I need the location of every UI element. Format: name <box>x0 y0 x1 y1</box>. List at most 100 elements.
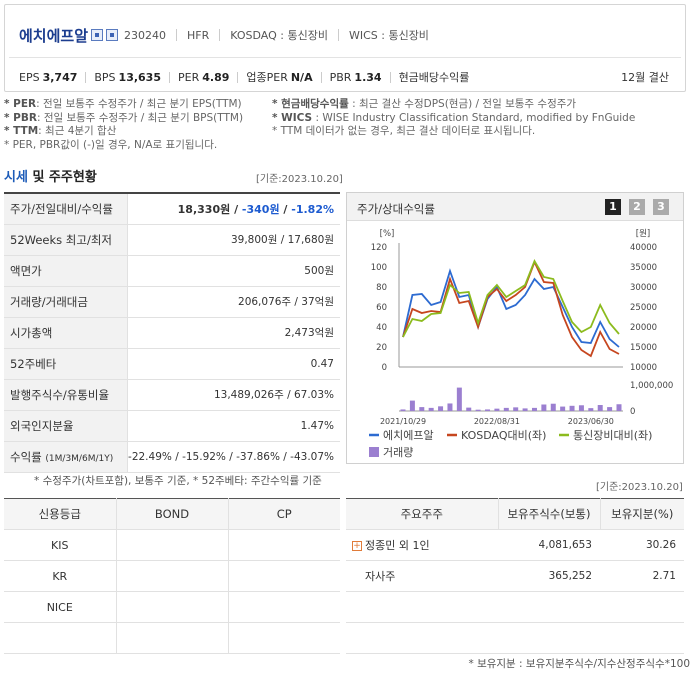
volume-bar <box>541 404 547 411</box>
table-row: KR <box>4 560 340 592</box>
volume-bar <box>503 407 509 411</box>
returns-cell: -22.49% / -15.92% / -37.86% / -43.07% <box>128 450 334 463</box>
series-line-1 <box>402 259 620 358</box>
table-row: 자사주 365,252 2.71 <box>346 561 684 592</box>
table-row: KIS <box>4 529 340 561</box>
table-row <box>346 592 684 623</box>
volume-bar <box>456 387 462 411</box>
left-tick-label: 100 <box>371 263 387 273</box>
chart-page-1-button[interactable]: 1 <box>605 199 621 215</box>
table-header-row: 주요주주 보유주식수(보통) 보유지분(%) <box>346 498 684 530</box>
legend-label: 에치에프알 <box>383 428 434 442</box>
x-tick-label: 2023/06/30 <box>568 417 614 426</box>
table-row: 거래량/거래대금 206,076주 / 37억원 <box>4 286 340 317</box>
price-chart-panel: 주가/상대수익률 1 2 3 [%] [원] 120 100 80 60 40 20 0 4000… <box>346 192 684 464</box>
series-line-0 <box>402 268 620 348</box>
metrics-row: EPS 3,747 BPS 13,635 PER 4.89 업종PER N/A PBR 1… <box>19 69 472 85</box>
metric-bps: BPS 13,635 <box>94 70 161 84</box>
right-tick-label: 25000 <box>630 303 657 313</box>
volume-bar <box>588 408 594 411</box>
row-value: 500원 <box>304 265 334 277</box>
row-label: 외국인지분율 <box>4 410 129 441</box>
volume-bar <box>578 405 584 411</box>
left-tick-label: 20 <box>376 343 387 353</box>
price-chart: [%] [원] 120 100 80 60 40 20 0 40000 35000 30000 2500… <box>369 229 673 459</box>
chart-page-2-button[interactable]: 2 <box>629 199 645 215</box>
row-value: 13,489,026주 / 67.03% <box>213 389 334 401</box>
market-summary-table: 주가/전일대비/수익률 18,330원 / -340원 / -1.82% 52We… <box>4 192 340 473</box>
table-row: 발행주식수/유통비율 13,489,026주 / 67.03% <box>4 379 340 410</box>
company-title-row: 에치에프알 230240 HFR KOSDAQ : 통신장비 WICS : 통신… <box>19 25 429 45</box>
col-header: BOND <box>116 498 229 530</box>
wics-label: WICS : 통신장비 <box>348 29 429 42</box>
col-header: 보유지분(%) <box>600 498 684 530</box>
home-icon[interactable] <box>91 29 104 41</box>
volume-bar <box>466 407 472 411</box>
company-header: 에치에프알 230240 HFR KOSDAQ : 통신장비 WICS : 통신… <box>4 4 686 92</box>
metric-industry-per: 업종PER N/A <box>246 71 313 84</box>
volume-bar <box>485 409 491 411</box>
table-row: 액면가 500원 <box>4 255 340 286</box>
settlement-label: 12월 결산 <box>621 71 669 84</box>
volume-bar <box>475 409 481 411</box>
col-header: 신용등급 <box>4 498 117 530</box>
building-icon[interactable] <box>106 29 119 41</box>
table-row <box>346 623 684 654</box>
stock-code: 230240 <box>124 28 167 42</box>
table-row: 52주베타 0.47 <box>4 348 340 379</box>
legend-swatch <box>369 447 379 457</box>
row-value: 39,800원 / 17,680원 <box>230 234 334 246</box>
metric-dividend-yield: 현금배당수익률 <box>398 71 470 84</box>
legend-label: KOSDAQ대비(좌) <box>461 429 546 442</box>
x-tick-label: 2021/10/29 <box>380 417 426 426</box>
note-na: * PER, PBR값이 (-)일 경우, N/A로 표기됩니다. <box>4 138 218 151</box>
note-ttm-missing: * TTM 데이터가 없는 경우, 최근 결산 데이터로 표시됩니다. <box>272 125 536 137</box>
table-row: 시가총액 2,473억원 <box>4 317 340 348</box>
row-value: 206,076주 / 37억원 <box>238 296 334 308</box>
shareholder-table: 주요주주 보유주식수(보통) 보유지분(%) + 정종민 외 1인 4,081,653 3… <box>346 498 684 654</box>
volume-bar <box>409 400 415 411</box>
volume-bar <box>438 406 444 411</box>
ticker-label: HFR <box>187 28 210 42</box>
volume-bar <box>607 407 613 411</box>
shareholder-name[interactable]: 정종민 외 1인 <box>365 539 430 552</box>
volume-bar <box>447 403 453 411</box>
row-label: 액면가 <box>4 255 129 286</box>
volume-bar <box>569 405 575 411</box>
volume-bar <box>616 404 622 411</box>
reference-date-2: [기준:2023.10.20] <box>596 482 683 493</box>
legend-label: 통신장비대비(좌) <box>573 429 652 442</box>
volume-bar <box>419 407 425 411</box>
chart-title: 주가/상대수익률 <box>357 202 435 216</box>
note-dividend: * 현금배당수익률 : 최근 결산 수정DPS(현금) / 전일 보통주 수정주… <box>272 98 577 110</box>
right-tick-label: 30000 <box>630 283 657 293</box>
section-title: 시세 및 주주현황 <box>4 170 97 185</box>
reference-date: [기준:2023.10.20] <box>256 174 343 185</box>
row-value: 2,473억원 <box>284 327 334 339</box>
row-label: 수익률 (1M/3M/6M/1Y) <box>4 441 129 472</box>
row-label: 주가/전일대비/수익률 <box>4 193 129 224</box>
note-pbr: * PBR: 전일 보통주 수정주가 / 최근 분기 BPS(TTM) <box>4 111 244 124</box>
metric-pbr: PBR 1.34 <box>329 70 382 84</box>
market-label: KOSDAQ : 통신장비 <box>230 29 328 42</box>
row-label: 52Weeks 최고/최저 <box>4 224 129 255</box>
right-tick-label: 40000 <box>630 243 657 253</box>
right-axis-unit: [원] <box>636 229 650 239</box>
series-line-2 <box>402 258 620 338</box>
price-cell: 18,330원 / -340원 / -1.82% <box>177 202 334 216</box>
note-per: * PER: 전일 보통주 수정주가 / 최근 분기 EPS(TTM) <box>4 98 242 110</box>
metric-eps: EPS 3,747 <box>19 70 78 84</box>
col-header: CP <box>228 498 340 530</box>
volume-bar <box>560 406 566 411</box>
left-tick-label: 60 <box>376 303 387 313</box>
table-row <box>4 622 340 654</box>
table-row: 52Weeks 최고/최저 39,800원 / 17,680원 <box>4 224 340 255</box>
expand-icon[interactable]: + <box>352 541 362 551</box>
col-header: 보유주식수(보통) <box>498 498 601 530</box>
table-header-row: 신용등급 BOND CP <box>4 498 340 530</box>
company-name[interactable]: 에치에프알 <box>19 26 89 45</box>
table-row: 외국인지분율 1.47% <box>4 410 340 441</box>
chart-page-3-button[interactable]: 3 <box>653 199 669 215</box>
volume-bar <box>428 407 434 411</box>
row-value: 1.47% <box>300 419 334 432</box>
